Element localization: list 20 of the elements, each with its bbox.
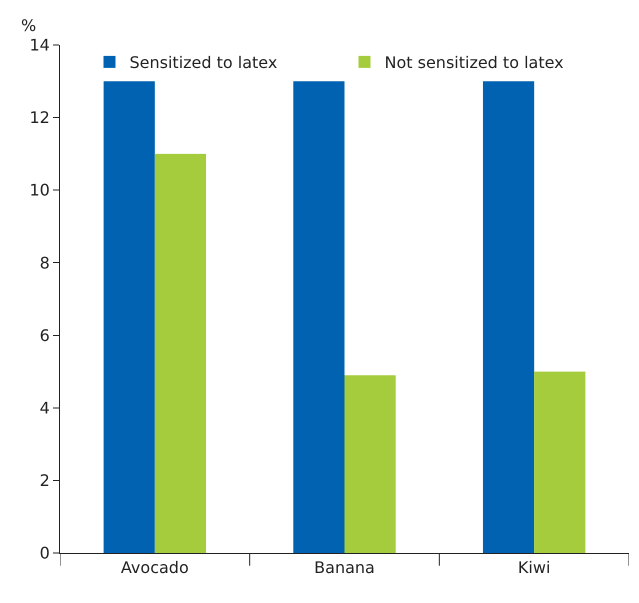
y-axis-title: %: [21, 16, 36, 35]
bar: [482, 81, 534, 553]
bar: [344, 375, 396, 553]
y-tick-label: 0: [40, 544, 50, 563]
x-tick-label: Kiwi: [518, 558, 550, 578]
x-tick-label: Avocado: [120, 558, 189, 578]
legend-label: Sensitized to latex: [130, 53, 278, 72]
bar: [293, 81, 344, 553]
y-tick-label: 4: [40, 398, 50, 418]
y-tick-label: 12: [29, 108, 50, 128]
legend-label: Not sensitized to latex: [384, 53, 564, 72]
y-tick-label: 10: [29, 180, 50, 200]
y-tick-label: 8: [40, 253, 50, 272]
y-tick-label: 2: [40, 471, 50, 490]
x-tick-label: Banana: [314, 558, 375, 578]
bar: [154, 154, 206, 553]
y-tick-label: 14: [29, 36, 50, 55]
y-tick-label: 6: [40, 326, 50, 345]
bar: [534, 372, 586, 553]
bar: [104, 81, 155, 553]
